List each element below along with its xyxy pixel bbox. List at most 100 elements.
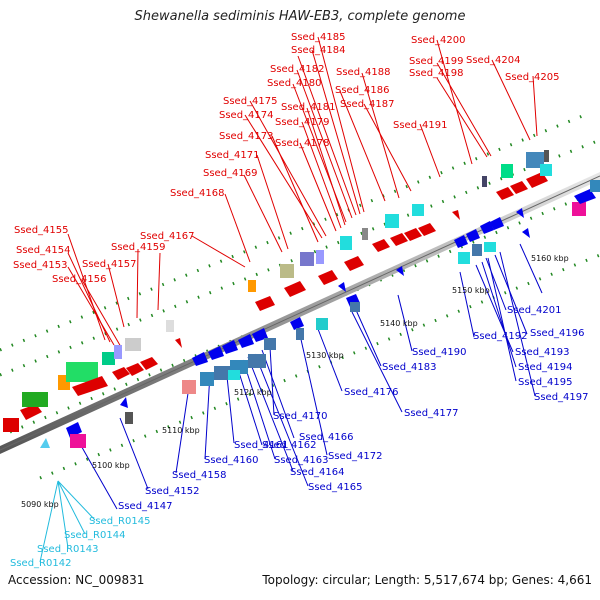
scale-tick-label: 5140 kbp xyxy=(380,319,418,328)
gene-feature xyxy=(526,152,544,168)
gene-label: Ssed_4180 xyxy=(267,78,322,89)
gene-feature xyxy=(454,235,468,248)
gene-label: Ssed_4178 xyxy=(275,138,330,149)
gene-feature xyxy=(255,296,275,311)
scale-ticks: 5090 kbp 5100 kbp 5110 kbp 5120 kbp 5130 kbp… xyxy=(21,254,569,509)
gene-label: Ssed_4172 xyxy=(328,451,383,462)
gene-label: Ssed_4154 xyxy=(16,245,71,256)
gene-label: Ssed_4177 xyxy=(404,408,459,419)
gene-label: Ssed_4204 xyxy=(466,55,521,66)
gene-label: Ssed_4156 xyxy=(52,274,107,285)
gene-label: Ssed_4171 xyxy=(205,150,260,161)
gene-label: Ssed_4200 xyxy=(411,35,466,46)
gene-feature xyxy=(222,340,238,354)
gene-feature xyxy=(66,362,98,382)
upper-strand-features xyxy=(3,150,552,432)
gene-label: Ssed_4157 xyxy=(82,259,137,270)
leader-lines-bottom xyxy=(74,243,543,510)
gene-feature xyxy=(126,363,144,376)
gene-feature xyxy=(40,438,50,448)
gene-feature xyxy=(70,434,86,448)
gene-feature xyxy=(20,404,42,420)
gene-label: Ssed_4186 xyxy=(335,85,390,96)
gene-feature xyxy=(404,228,422,241)
leader-lines-rna xyxy=(39,480,96,563)
gene-feature xyxy=(182,380,196,394)
gene-label: Ssed_4147 xyxy=(118,501,173,512)
gene-feature xyxy=(344,256,364,271)
gene-feature xyxy=(166,320,174,332)
gene-label: Ssed_4194 xyxy=(518,362,573,373)
gene-feature xyxy=(316,318,328,330)
gene-label: Ssed_4153 xyxy=(13,260,68,271)
rna-label: Ssed_R0145 xyxy=(89,516,150,527)
gene-feature xyxy=(112,367,130,380)
gene-label: Ssed_4169 xyxy=(203,168,258,179)
gene-feature xyxy=(238,334,254,348)
gene-feature xyxy=(385,214,399,228)
gene-feature xyxy=(574,189,596,204)
gene-feature xyxy=(522,228,530,238)
gene-feature xyxy=(102,352,115,365)
gene-label: Ssed_4152 xyxy=(145,486,200,497)
gene-feature xyxy=(296,328,304,340)
gene-label: Ssed_4162 xyxy=(262,440,317,451)
gene-label: Ssed_4160 xyxy=(204,455,259,466)
gene-label: Ssed_4196 xyxy=(530,328,585,339)
lower-strand-features xyxy=(40,180,600,448)
gene-feature xyxy=(284,281,306,297)
gene-feature xyxy=(316,250,324,264)
gene-label: Ssed_4168 xyxy=(170,188,225,199)
gene-feature xyxy=(590,180,600,192)
gene-label: Ssed_4158 xyxy=(172,470,227,481)
gene-label: Ssed_4199 xyxy=(409,56,464,67)
scale-tick-label: 5100 kbp xyxy=(92,461,130,470)
gene-label: Ssed_4183 xyxy=(382,362,437,373)
gene-label: Ssed_4166 xyxy=(299,432,354,443)
genome-stats-text: Topology: circular; Length: 5,517,674 bp… xyxy=(262,573,592,587)
gene-label: Ssed_4182 xyxy=(270,64,325,75)
guide-track xyxy=(39,253,600,480)
gene-label: Ssed_4193 xyxy=(515,347,570,358)
gene-feature xyxy=(192,352,208,366)
gene-feature xyxy=(120,397,128,408)
scale-tick-label: 5110 kbp xyxy=(162,426,200,435)
gene-feature xyxy=(350,302,360,312)
gene-feature xyxy=(140,357,158,370)
gene-label: Ssed_4190 xyxy=(412,347,467,358)
scale-tick-label: 5160 kbp xyxy=(531,254,569,263)
gene-feature xyxy=(208,346,224,360)
leader-lines-top xyxy=(67,36,538,348)
rna-label: Ssed_R0144 xyxy=(64,530,125,541)
gene-feature xyxy=(248,354,266,368)
gene-feature xyxy=(362,228,368,240)
gene-label: Ssed_4155 xyxy=(14,225,69,236)
gene-feature xyxy=(214,366,230,380)
gene-feature xyxy=(338,282,346,292)
gene-feature xyxy=(340,236,352,250)
gene-label: Ssed_4164 xyxy=(290,467,345,478)
gene-feature xyxy=(125,412,133,424)
rna-label: Ssed_R0142 xyxy=(10,558,71,569)
gene-label: Ssed_4174 xyxy=(219,110,274,121)
gene-feature xyxy=(544,150,549,162)
gene-feature xyxy=(572,202,586,216)
gene-label: Ssed_4163 xyxy=(274,455,329,466)
gene-labels-bottom: Ssed_4147Ssed_4152Ssed_4158Ssed_4160Ssed… xyxy=(118,305,589,512)
gene-label: Ssed_4192 xyxy=(473,331,528,342)
gene-label: Ssed_4195 xyxy=(518,377,573,388)
gene-feature xyxy=(290,317,304,330)
gene-label: Ssed_4205 xyxy=(505,72,560,83)
gene-feature xyxy=(458,252,470,264)
gene-label: Ssed_4176 xyxy=(344,387,399,398)
gene-label: Ssed_4159 xyxy=(111,242,166,253)
gene-feature xyxy=(482,176,487,187)
gene-feature xyxy=(418,223,436,236)
gene-label: Ssed_4201 xyxy=(507,305,562,316)
gene-label: Ssed_4181 xyxy=(281,102,336,113)
gene-feature xyxy=(501,164,513,178)
gene-feature xyxy=(228,370,240,380)
gene-label: Ssed_4191 xyxy=(393,120,448,131)
gene-label: Ssed_4173 xyxy=(219,131,274,142)
